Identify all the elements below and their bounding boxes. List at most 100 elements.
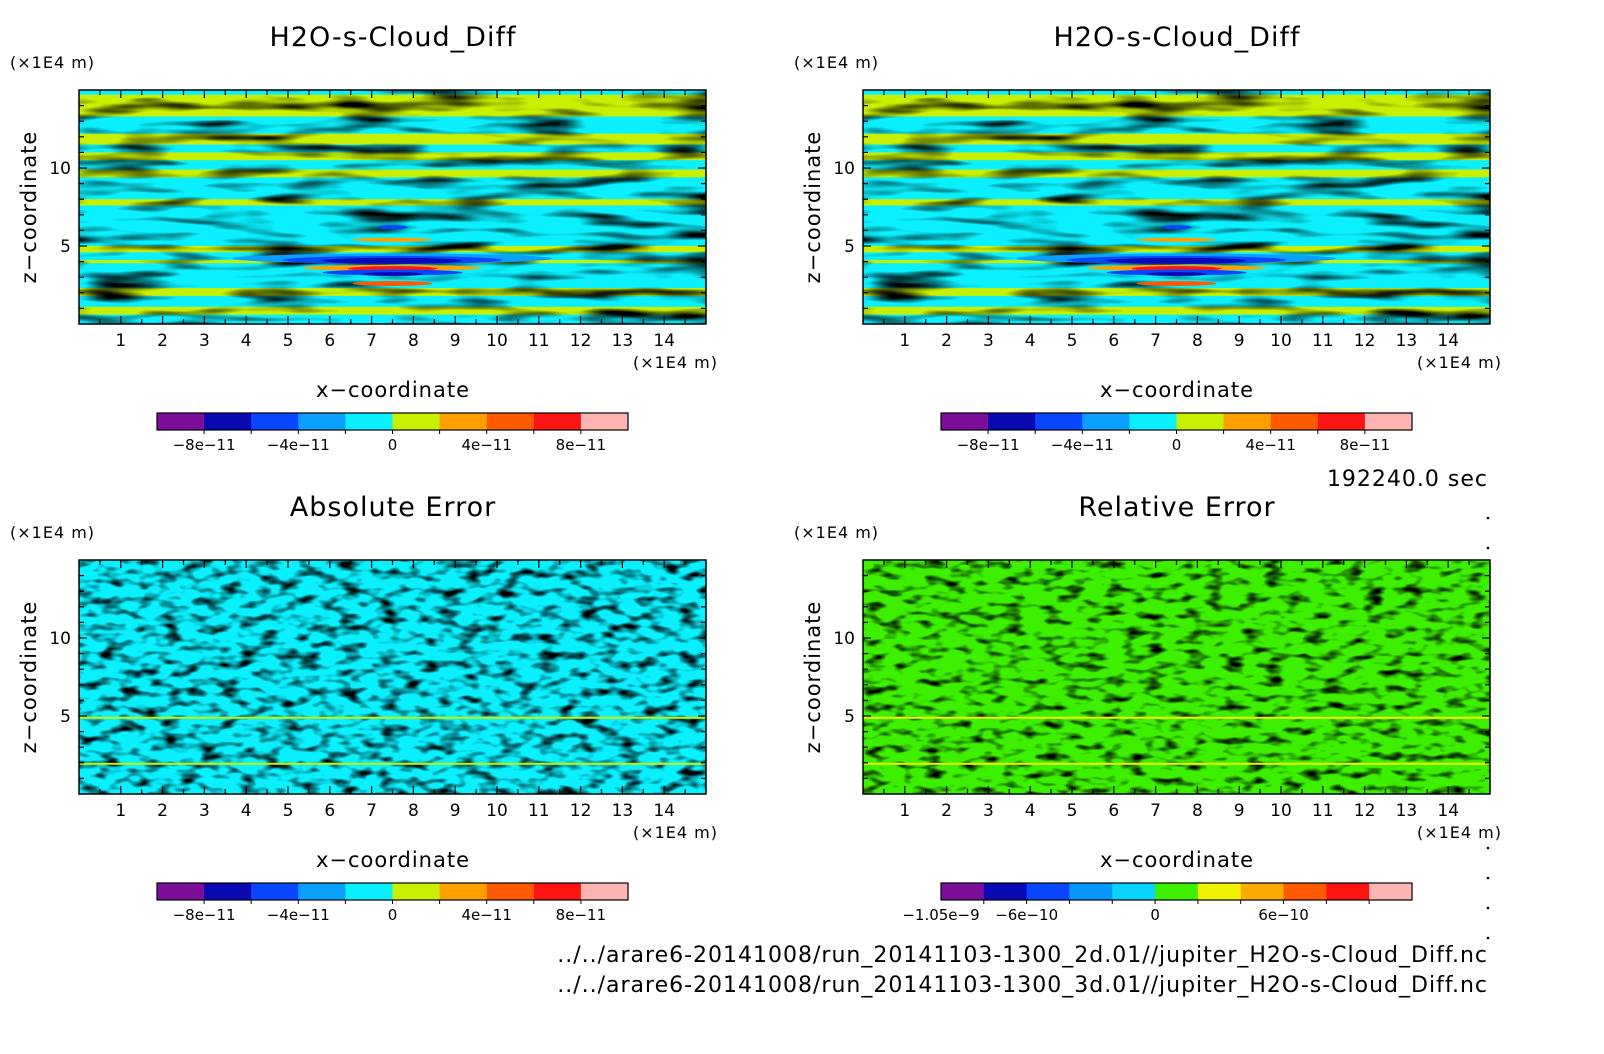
colorbar-label: 4e−11 <box>461 906 511 924</box>
x-tick-label: 1 <box>899 801 910 821</box>
x-tick-label: 4 <box>241 801 252 821</box>
colorbar-label: 0 <box>388 436 398 454</box>
y-axis-label: z−coordinate <box>17 131 41 284</box>
colorbar-swatch <box>439 883 488 900</box>
x-tick-label: 1 <box>115 331 126 351</box>
x-tick-label: 3 <box>983 331 994 351</box>
x-tick-label: 1 <box>115 801 126 821</box>
colorbar-swatch <box>1364 413 1413 430</box>
colorbar-label: 8e−11 <box>1340 436 1390 454</box>
colorbar-swatch <box>1155 883 1199 900</box>
colorbar-swatch <box>298 413 346 430</box>
x-tick-label: 13 <box>612 801 634 821</box>
y-tick-label: 5 <box>844 707 855 727</box>
marker-dot <box>1486 876 1490 880</box>
colorbar-swatch <box>1035 413 1083 430</box>
y-tick-label: 10 <box>49 629 71 649</box>
colorbar-swatch <box>486 413 535 430</box>
colorbar-swatch <box>1069 883 1113 900</box>
colorbar-swatch <box>298 883 346 900</box>
colorbar-swatch <box>486 883 535 900</box>
panel-title: H2O-s-Cloud_Diff <box>270 22 517 53</box>
colorbar-label: 8e−11 <box>556 436 606 454</box>
x-tick-label: 11 <box>1312 801 1334 821</box>
band <box>863 716 1490 719</box>
x-tick-label: 10 <box>486 801 508 821</box>
colorbar-swatch <box>1129 413 1177 430</box>
x-unit-label: (×1E4 m) <box>1417 353 1502 372</box>
band-texture <box>863 90 1490 324</box>
x-tick-label: 7 <box>1150 331 1161 351</box>
anomaly-patch <box>322 257 463 264</box>
y-unit-label: (×1E4 m) <box>794 523 879 542</box>
colorbar-swatch <box>204 883 252 900</box>
y-unit-label: (×1E4 m) <box>10 523 95 542</box>
x-tick-label: 8 <box>1192 331 1203 351</box>
anomaly-patch <box>1136 237 1217 242</box>
colorbar-swatch <box>1197 883 1242 900</box>
marker-dot <box>1486 906 1490 910</box>
x-tick-label: 14 <box>1437 801 1459 821</box>
colorbar-swatch <box>251 883 299 900</box>
x-tick-label: 9 <box>450 331 461 351</box>
x-tick-label: 11 <box>528 801 550 821</box>
marker-dot <box>1486 936 1490 940</box>
x-tick-label: 7 <box>1150 801 1161 821</box>
colorbar-label: −8e−11 <box>173 906 236 924</box>
file-path-2: ../../arare6-20141008/run_20141103-1300_… <box>557 973 1488 998</box>
x-tick-label: 6 <box>324 331 335 351</box>
x-tick-label: 6 <box>1108 331 1119 351</box>
x-tick-label: 6 <box>324 801 335 821</box>
y-tick-label: 5 <box>60 707 71 727</box>
colorbar-swatch <box>439 413 488 430</box>
colorbar-swatch <box>941 413 989 430</box>
marker-dot <box>1486 846 1490 850</box>
heatmap-field <box>79 560 706 794</box>
x-axis-label: x−coordinate <box>1100 378 1254 402</box>
colorbar-swatch <box>983 883 1028 900</box>
x-tick-label: 10 <box>1270 801 1292 821</box>
y-axis-label: z−coordinate <box>801 131 825 284</box>
y-tick-label: 5 <box>844 237 855 257</box>
x-tick-label: 11 <box>1312 331 1334 351</box>
panel-title: Relative Error <box>1078 492 1275 523</box>
x-tick-label: 10 <box>1270 331 1292 351</box>
colorbar-frame <box>940 882 1413 901</box>
panel-top-right: H2O-s-Cloud_Diff(×1E4 m)1 2 3 4 5 6 7 8 9 10 11 12 1… <box>794 22 1502 454</box>
colorbar-swatch <box>1223 413 1272 430</box>
colorbar-label: −4e−11 <box>267 906 330 924</box>
colorbar-swatch <box>157 883 205 900</box>
anomaly-patch <box>1161 225 1192 230</box>
colorbar-swatch <box>988 413 1036 430</box>
colorbar-swatch <box>1240 883 1285 900</box>
x-tick-label: 12 <box>1354 331 1376 351</box>
anomaly-patch <box>377 225 408 230</box>
y-tick-label: 10 <box>833 159 855 179</box>
colorbar-swatch <box>1112 883 1156 900</box>
y-axis-label: z−coordinate <box>17 601 41 754</box>
colorbar-label: −4e−11 <box>267 436 330 454</box>
x-tick-label: 2 <box>941 331 952 351</box>
x-tick-label: 5 <box>1067 331 1078 351</box>
x-tick-label: 12 <box>1354 801 1376 821</box>
colorbar-swatch <box>251 413 299 430</box>
x-tick-label: 14 <box>653 331 675 351</box>
colorbar-label: −1.05e−9 <box>902 906 979 924</box>
file-path-1: ../../arare6-20141008/run_20141103-1300_… <box>557 943 1488 968</box>
colorbar-swatch <box>941 883 985 900</box>
band <box>863 762 1490 765</box>
x-axis-label: x−coordinate <box>1100 848 1254 872</box>
x-tick-label: 5 <box>283 331 294 351</box>
anomaly-patch <box>362 272 423 277</box>
heatmap-field <box>863 90 1490 324</box>
anomaly-patch <box>352 237 433 242</box>
y-unit-label: (×1E4 m) <box>10 53 95 72</box>
colorbar-swatch <box>392 883 441 900</box>
colorbar-label: 0 <box>1172 436 1182 454</box>
x-tick-label: 10 <box>486 331 508 351</box>
heatmap-field <box>79 90 706 324</box>
panel-title: H2O-s-Cloud_Diff <box>1054 22 1301 53</box>
x-tick-label: 7 <box>366 801 377 821</box>
marker-dot <box>1486 516 1490 520</box>
colorbar-label: −6e−10 <box>995 906 1058 924</box>
